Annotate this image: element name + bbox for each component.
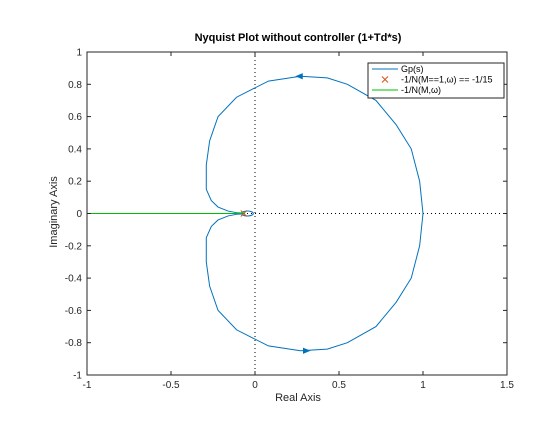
legend-label-1: -1/N(M==1,ω) == -1/15 [401,75,493,85]
legend-marker-1 [381,76,389,83]
y-tick-label-4: -0.2 [65,241,83,252]
y-tick-label-3: -0.4 [65,274,83,285]
y-tick-label-9: 0.8 [68,80,82,91]
y-tick-label-7: 0.4 [68,144,82,155]
legend-label-0: Gp(s) [401,64,424,74]
x-ticks: -1 -0.5 0 0.5 1 1.5 [83,52,514,391]
y-tick-label-5: 0 [76,209,82,220]
x-tick-label-1: -0.5 [162,380,180,391]
legend-entry-1: -1/N(M==1,ω) == -1/15 [381,75,493,85]
series-arrow-0-1 [302,347,311,354]
x-tick-label-5: 1.5 [500,380,514,391]
x-tick-label-4: 1 [420,380,426,391]
legend: Gp(s)-1/N(M==1,ω) == -1/15-1/N(M,ω) [367,62,505,99]
x-tick-label-3: 0.5 [332,380,346,391]
x-axis-label: Real Axis [275,392,321,404]
y-tick-label-10: 1 [76,48,82,59]
x-tick-label-2: 0 [252,380,258,391]
y-tick-label-1: -0.8 [65,338,83,349]
y-ticks: -1 -0.8 -0.6 -0.4 -0.2 0 0.2 0.4 0.6 0.8 1 [65,48,507,382]
series-layer [87,73,424,354]
y-axis-label: Imaginary Axis [48,176,60,248]
legend-label-2: -1/N(M,ω) [401,85,441,95]
y-tick-label-0: -1 [73,371,82,382]
series-arrow-0-0 [295,73,303,80]
legend-entry-0: Gp(s) [372,64,424,74]
x-tick-label-0: -1 [83,380,92,391]
y-tick-label-2: -0.6 [65,306,83,317]
legend-entry-2: -1/N(M,ω) [372,85,441,95]
y-tick-label-6: 0.2 [68,177,82,188]
y-tick-label-8: 0.6 [68,112,82,123]
chart-title: Nyquist Plot without controller (1+Td*s) [195,32,402,44]
